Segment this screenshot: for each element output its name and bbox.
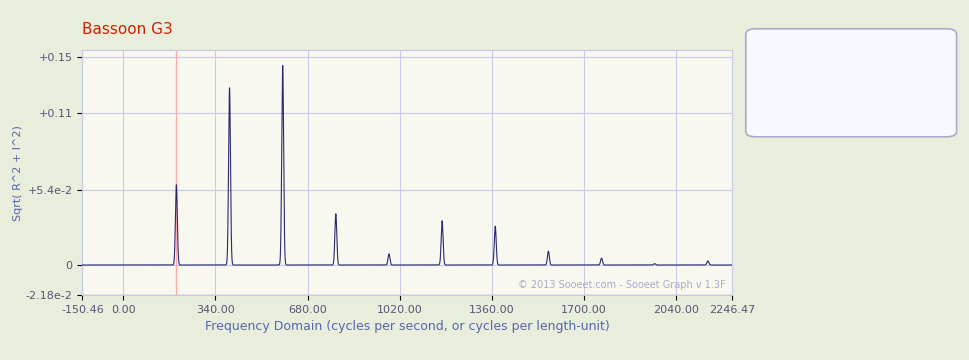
Text: y = -0.01: y = -0.01: [766, 100, 826, 113]
Text: x = 196.39: x = 196.39: [766, 57, 836, 70]
Text: Bassoon G3: Bassoon G3: [82, 22, 173, 37]
X-axis label: Frequency Domain (cycles per second, or cycles per length-unit): Frequency Domain (cycles per second, or …: [204, 320, 610, 333]
FancyBboxPatch shape: [745, 29, 955, 137]
Text: © 2013 Sooeet.com - Sooeet Graph v 1.3F: © 2013 Sooeet.com - Sooeet Graph v 1.3F: [517, 280, 725, 290]
Y-axis label: Sqrt( R^2 + I^2): Sqrt( R^2 + I^2): [13, 125, 23, 221]
